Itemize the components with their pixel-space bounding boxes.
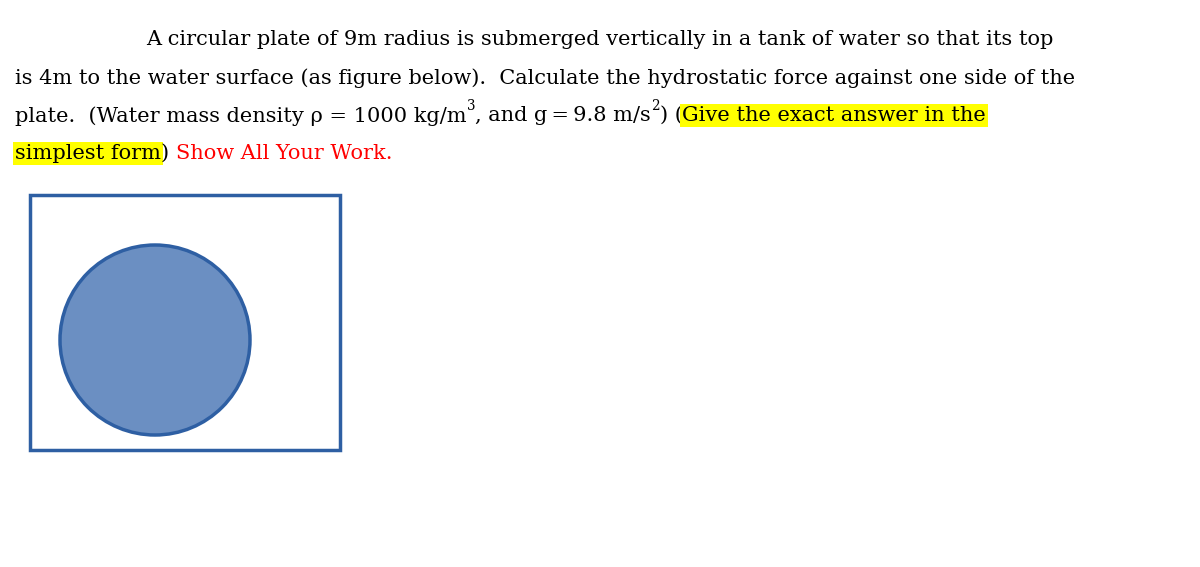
Text: A circular plate of 9m radius is submerged vertically in a tank of water so that: A circular plate of 9m radius is submerg… <box>146 30 1054 49</box>
Text: simplest form: simplest form <box>14 144 161 163</box>
Text: Show All Your Work.: Show All Your Work. <box>175 144 392 163</box>
Text: is 4m to the water surface (as figure below).  Calculate the hydrostatic force a: is 4m to the water surface (as figure be… <box>14 68 1075 88</box>
Text: Give the exact answer in the: Give the exact answer in the <box>683 106 986 125</box>
Bar <box>30 195 340 450</box>
Text: plate.  (Water mass density ρ = 1000 kg/m: plate. (Water mass density ρ = 1000 kg/m <box>14 106 467 126</box>
Text: 3: 3 <box>467 99 475 113</box>
Circle shape <box>60 245 250 435</box>
Text: ) (: ) ( <box>660 106 683 125</box>
Text: , and g = 9.8 m/s: , and g = 9.8 m/s <box>475 106 650 125</box>
Text: ): ) <box>161 144 175 163</box>
Text: 2: 2 <box>650 99 660 113</box>
